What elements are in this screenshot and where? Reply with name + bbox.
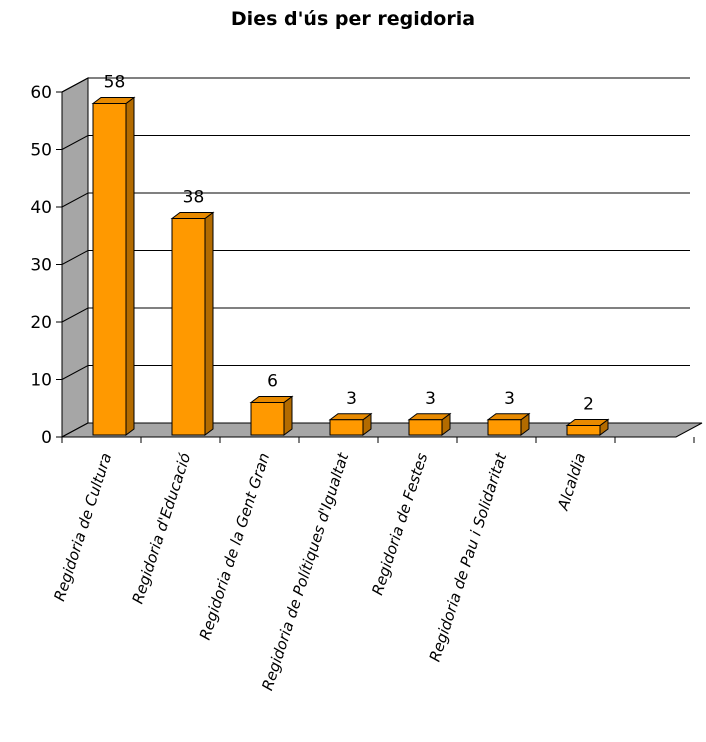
- bar-top: [170, 212, 215, 219]
- y-axis-ticks: 0 10 20 30 40 50 60: [30, 83, 62, 448]
- x-tick-label: Regidoria de Cultura: [50, 451, 115, 604]
- bar-top: [328, 413, 373, 421]
- bar: [407, 412, 452, 436]
- y-tick-label: 60: [30, 83, 52, 103]
- gridline: [61, 77, 690, 93]
- data-labels: 58 38 6 3 3 3 2: [104, 73, 594, 415]
- gridline: [61, 192, 690, 208]
- bar-front: [566, 425, 601, 436]
- bar-side: [283, 395, 293, 436]
- gridline: [61, 307, 690, 323]
- y-tick-label: 50: [30, 141, 52, 161]
- y-tick-label: 0: [41, 428, 52, 448]
- bar: [249, 395, 294, 436]
- y-tick-label: 30: [30, 256, 52, 276]
- chart-bars: [91, 96, 610, 436]
- data-label: 3: [346, 389, 357, 409]
- x-tick-label: Regidoria de Polítiques d'Igualtat: [258, 450, 352, 693]
- y-tick-label: 20: [30, 313, 52, 333]
- y-tick-label: 40: [30, 198, 52, 218]
- x-tick-label: Alcaldia: [554, 451, 590, 514]
- bar-front: [250, 402, 285, 436]
- data-label: 58: [104, 73, 126, 93]
- data-label: 38: [183, 188, 205, 208]
- chart-walls: [61, 77, 690, 438]
- bar-top: [565, 419, 610, 426]
- x-tick-label: Regidoria d'Educació: [129, 451, 195, 606]
- gridline: [61, 250, 690, 265]
- bar: [328, 412, 373, 436]
- data-label: 3: [425, 389, 436, 409]
- y-tick-label: 10: [30, 371, 52, 391]
- bar-top: [91, 97, 136, 104]
- x-tick-label: Regidoria de la Gent Gran: [196, 451, 274, 642]
- x-tick-label: Regidoria de Pau i Solidaritat: [426, 450, 511, 664]
- bar-front: [329, 419, 364, 436]
- x-axis-labels: Regidoria de Cultura Regidoria d'Educació…: [50, 450, 589, 693]
- bar: [486, 412, 531, 436]
- gridline: [61, 365, 690, 380]
- bar-front: [408, 419, 443, 436]
- x-tick-label: Regidoria de Festes: [368, 451, 431, 598]
- bar: [170, 211, 215, 436]
- data-label: 2: [583, 395, 594, 415]
- bar: [565, 418, 610, 436]
- bar-top: [407, 413, 452, 421]
- bar-side: [125, 96, 135, 436]
- data-label: 6: [267, 372, 278, 392]
- bar-side: [204, 211, 214, 436]
- gridline: [61, 135, 690, 150]
- chart-title: Dies d'ús per regidoria: [230, 8, 476, 30]
- bar-front: [92, 103, 127, 436]
- bar: [91, 96, 136, 436]
- bar-front: [171, 218, 206, 436]
- bar-front: [487, 419, 522, 436]
- bar-top: [486, 413, 531, 421]
- data-label: 3: [504, 389, 515, 409]
- bar-top: [249, 396, 294, 403]
